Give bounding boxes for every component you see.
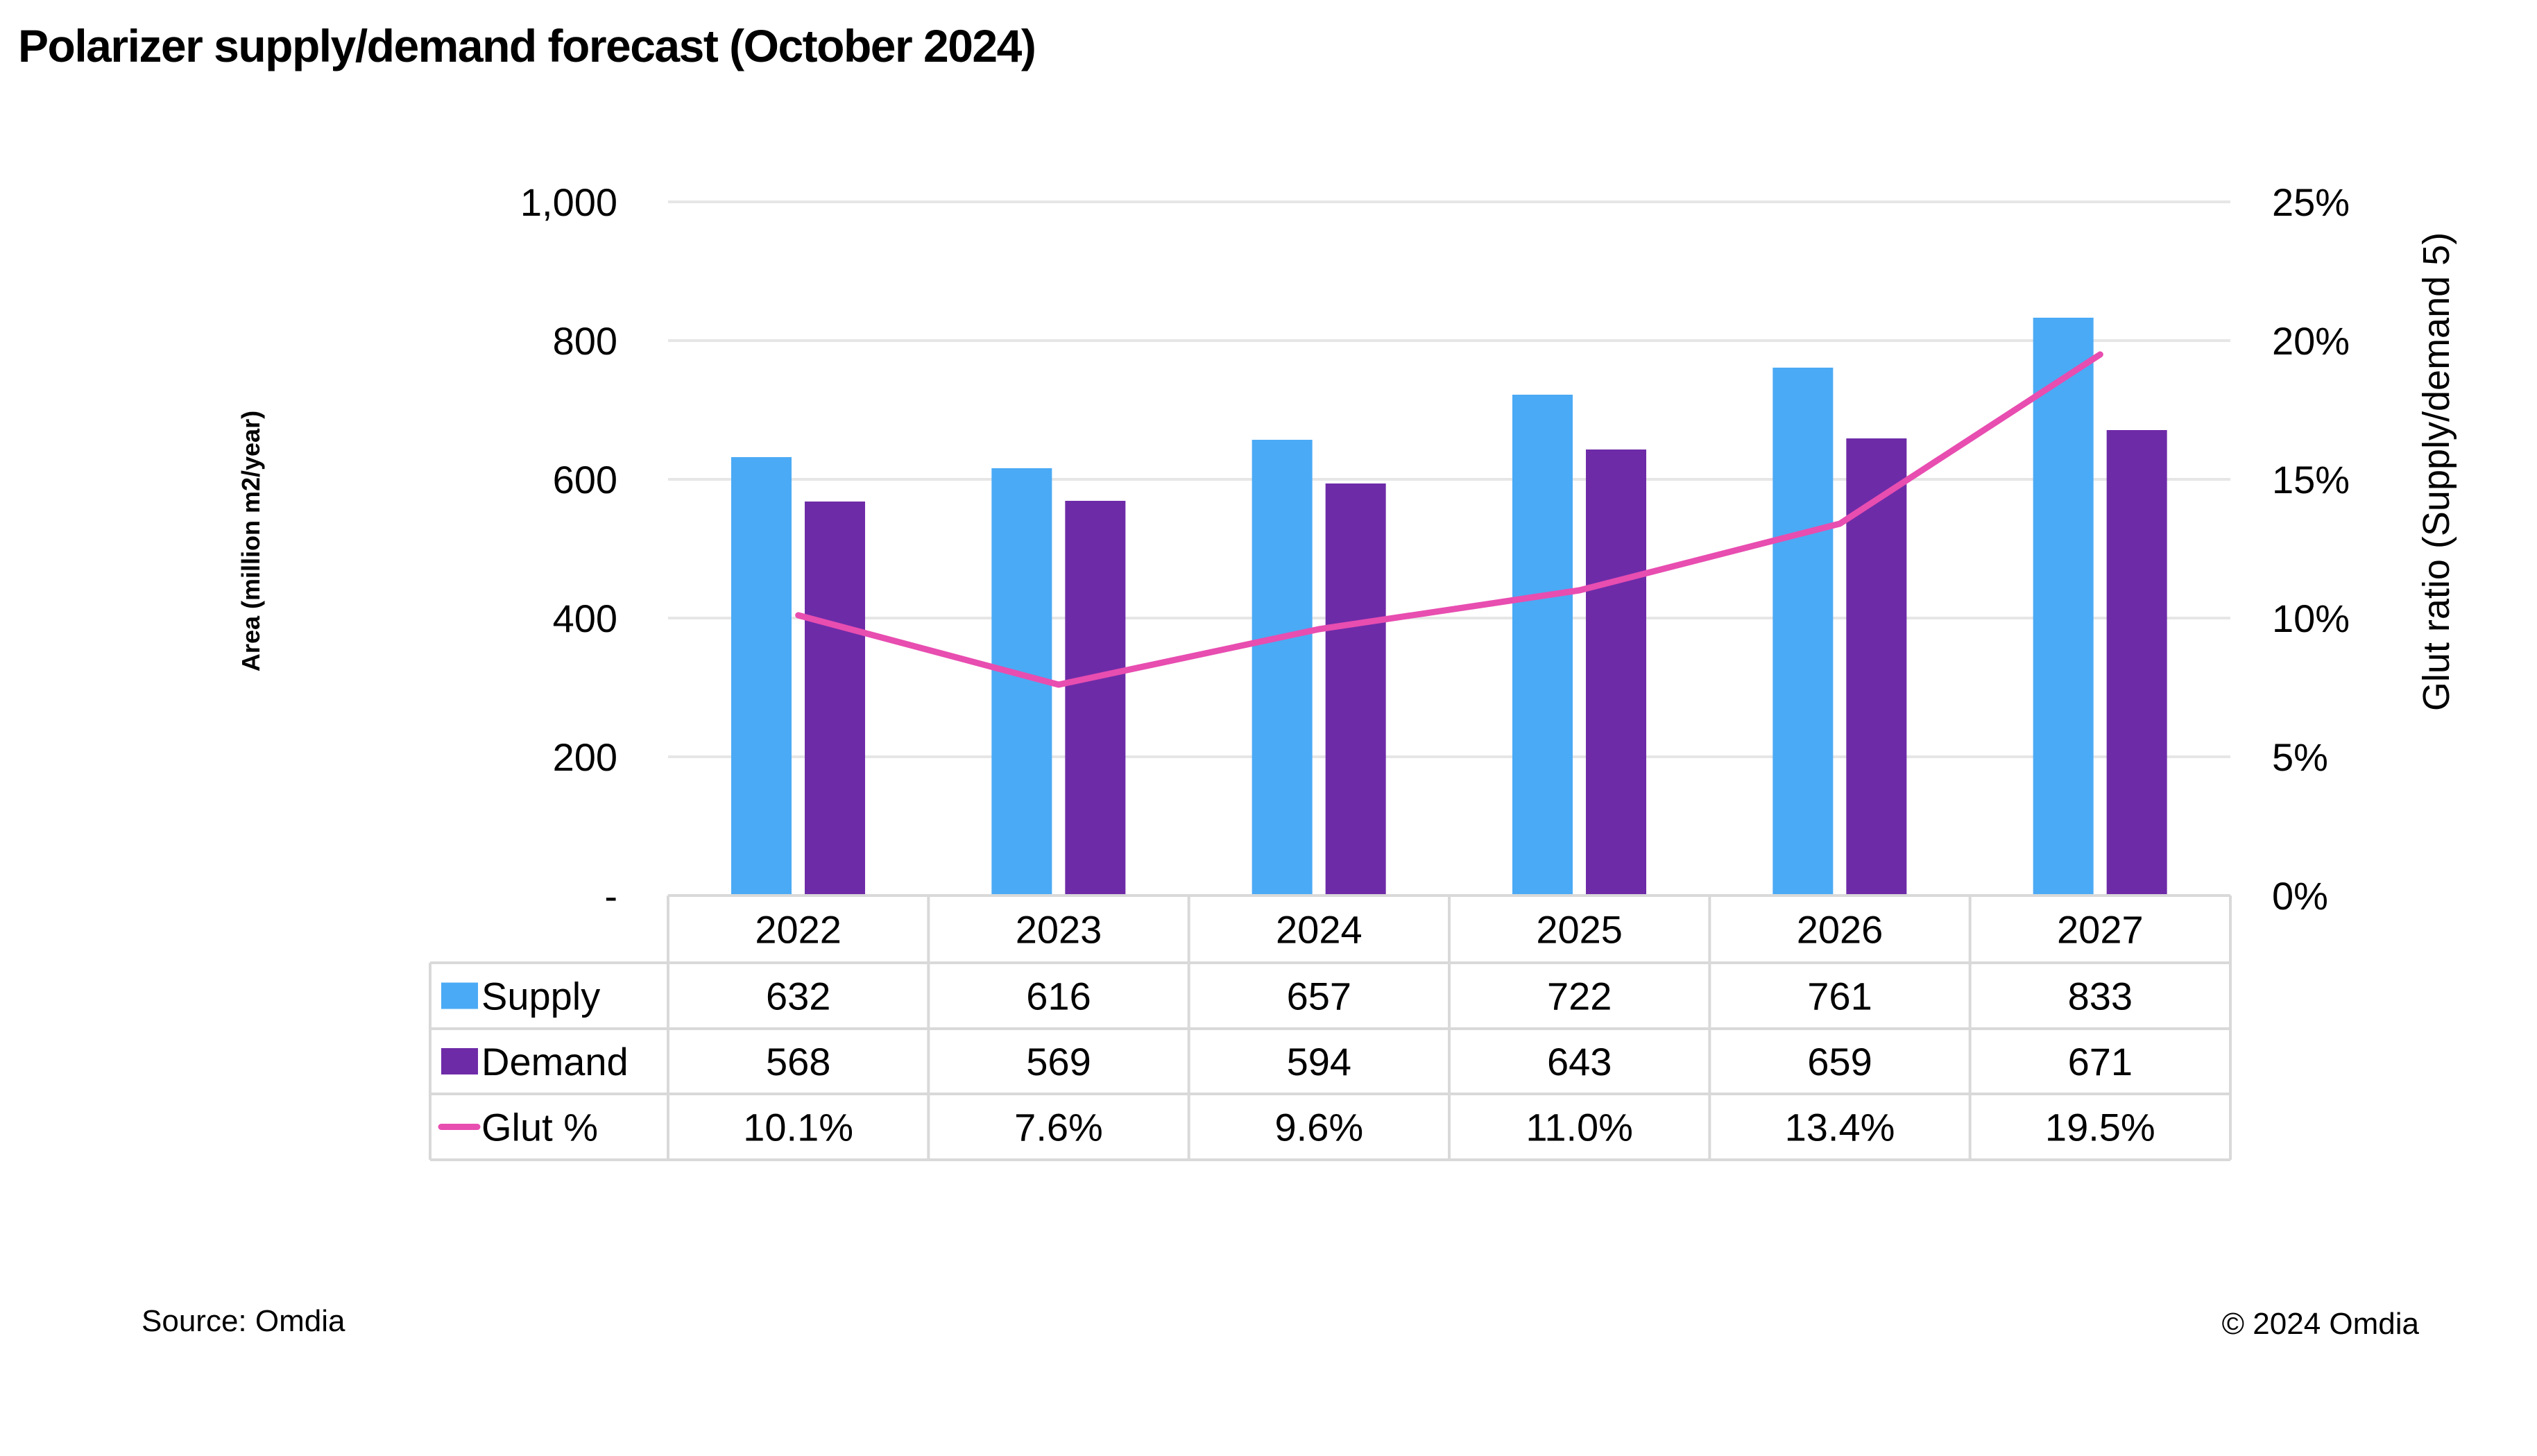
right-axis-title: Glut ratio (Supply/demand 5) — [2416, 232, 2457, 711]
bar-demand-2023 — [1065, 501, 1126, 896]
table-cell-supply-2025: 722 — [1547, 975, 1612, 1018]
bar-supply-2026 — [1773, 368, 1834, 896]
table-cell-glut-2027: 19.5% — [2045, 1106, 2155, 1149]
y-tick-label: 800 — [553, 319, 617, 363]
table-header-2022: 2022 — [755, 908, 842, 952]
left-axis-ticks: - 200 400 600 800 1,000 — [520, 180, 617, 918]
y2-tick-label: 15% — [2272, 458, 2350, 502]
y2-tick-label: 25% — [2272, 180, 2350, 224]
bar-supply-2024 — [1252, 440, 1313, 896]
bar-demand-2027 — [2106, 430, 2167, 896]
table-cell-demand-2024: 594 — [1287, 1040, 1351, 1084]
table-cell-supply-2024: 657 — [1287, 975, 1351, 1018]
table-cell-supply-2023: 616 — [1026, 975, 1091, 1018]
table-header-2024: 2024 — [1276, 908, 1363, 952]
table-cell-supply-2026: 761 — [1807, 975, 1872, 1018]
table-cell-demand-2025: 643 — [1547, 1040, 1612, 1084]
table-cell-supply-2027: 833 — [2068, 975, 2133, 1018]
y-tick-label: 1,000 — [520, 180, 617, 224]
legend-key-supply — [441, 982, 478, 1009]
left-axis-title: Area (million m2/year) — [237, 411, 265, 671]
chart-title: Polarizer supply/demand forecast (Octobe… — [18, 20, 1036, 71]
table-cell-demand-2027: 671 — [2068, 1040, 2133, 1084]
bar-demand-2026 — [1846, 438, 1907, 896]
copyright-note: © 2024 Omdia — [2221, 1307, 2419, 1341]
table-cell-glut-2025: 11.0% — [1526, 1106, 1633, 1149]
y2-tick-label: 0% — [2272, 874, 2328, 918]
table-cell-glut-2023: 7.6% — [1014, 1106, 1103, 1149]
y-tick-label: - — [604, 874, 617, 918]
glut-line — [795, 351, 2103, 688]
bar-supply-2025 — [1512, 395, 1573, 896]
table-cell-glut-2022: 10.1% — [743, 1106, 853, 1149]
bar-demand-2022 — [805, 502, 865, 896]
table-cell-glut-2026: 13.4% — [1785, 1106, 1895, 1149]
table-cell-demand-2026: 659 — [1807, 1040, 1872, 1084]
table-cell-demand-2022: 568 — [766, 1040, 830, 1084]
bar-demand-2025 — [1586, 449, 1646, 896]
y-tick-label: 200 — [553, 735, 617, 779]
y2-tick-label: 20% — [2272, 319, 2350, 363]
bars — [731, 318, 2167, 896]
table-header-2027: 2027 — [2057, 908, 2144, 952]
y2-tick-label: 5% — [2272, 735, 2328, 779]
table-cell-glut-2024: 9.6% — [1275, 1106, 1364, 1149]
data-table: 2022 2023 2024 2025 2026 2027 Supply 632 616 657 7… — [429, 894, 2232, 1161]
table-cell-supply-2022: 632 — [766, 975, 830, 1018]
legend-key-demand — [441, 1048, 478, 1074]
y-tick-label: 400 — [553, 597, 617, 640]
legend-label-glut: Glut % — [481, 1106, 598, 1149]
source-note: Source: Omdia — [142, 1304, 345, 1338]
table-header-2025: 2025 — [1536, 908, 1623, 952]
gridlines — [668, 200, 2230, 758]
table-header-2023: 2023 — [1016, 908, 1102, 952]
table-header-2026: 2026 — [1797, 908, 1883, 952]
right-axis-ticks: 0% 5% 10% 15% 20% 25% — [2272, 180, 2350, 918]
bar-supply-2022 — [731, 457, 792, 896]
bar-supply-2027 — [2033, 318, 2094, 896]
glut-line-path — [795, 351, 2103, 688]
y-tick-label: 600 — [553, 458, 617, 502]
legend-label-demand: Demand — [481, 1040, 629, 1084]
y2-tick-label: 10% — [2272, 597, 2350, 640]
bar-demand-2024 — [1325, 483, 1386, 896]
legend-label-supply: Supply — [481, 975, 600, 1018]
table-cell-demand-2023: 569 — [1026, 1040, 1091, 1084]
